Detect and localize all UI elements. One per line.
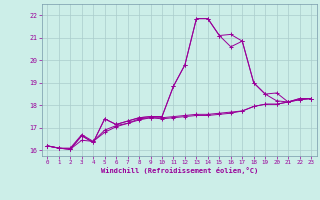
X-axis label: Windchill (Refroidissement éolien,°C): Windchill (Refroidissement éolien,°C) [100, 167, 258, 174]
